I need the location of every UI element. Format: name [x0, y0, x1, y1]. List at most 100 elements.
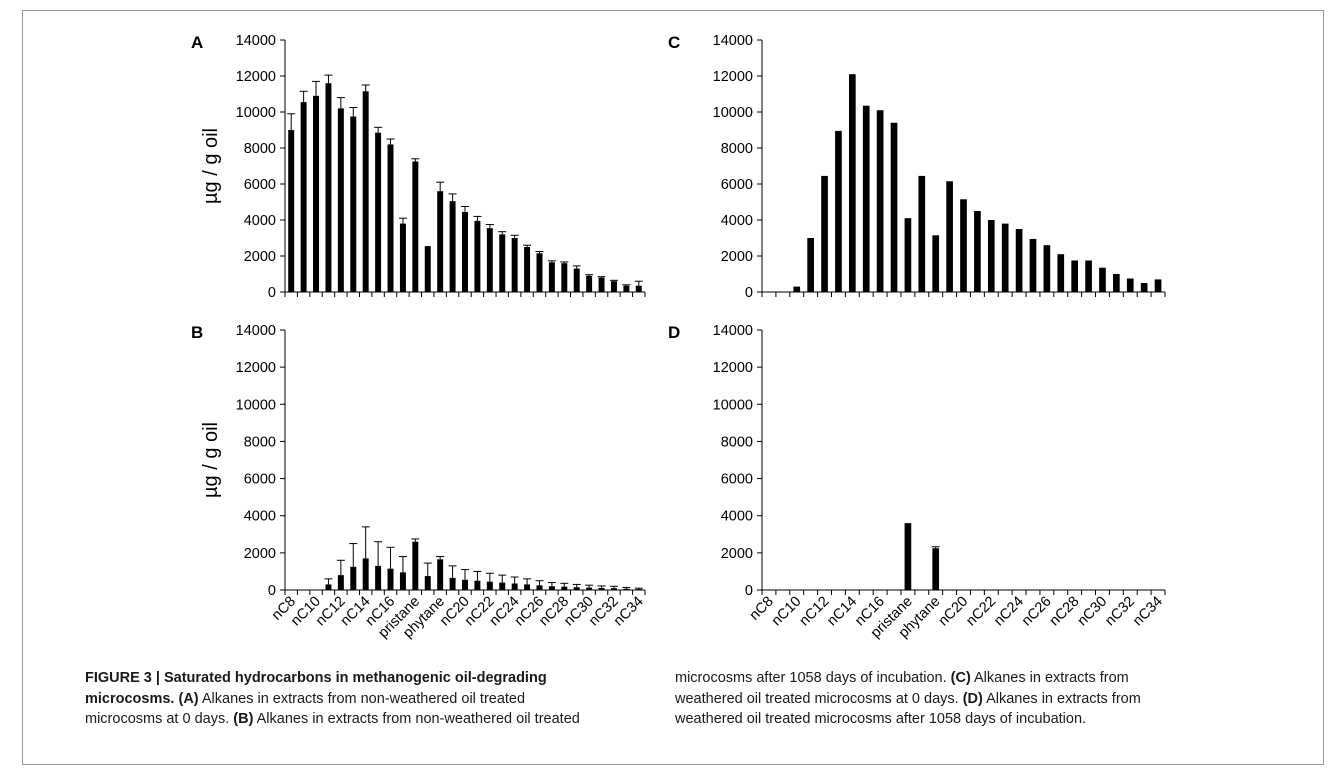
- y-tick-label: 4000: [721, 213, 753, 229]
- bar: [350, 566, 357, 590]
- bar: [499, 582, 506, 590]
- y-tick-label: 14000: [236, 33, 276, 49]
- bar: [918, 175, 926, 292]
- bar: [573, 587, 580, 590]
- bar: [987, 220, 995, 292]
- bar: [449, 201, 456, 292]
- bar: [1057, 254, 1065, 292]
- bar: [1154, 279, 1162, 292]
- y-tick-label: 8000: [244, 434, 276, 450]
- bar: [449, 577, 456, 590]
- bar: [536, 585, 543, 590]
- bar: [1015, 229, 1023, 292]
- bar: [362, 558, 369, 590]
- y-tick-label: 4000: [244, 509, 276, 525]
- y-tick-label: 2000: [721, 546, 753, 562]
- y-tick-label: 2000: [244, 546, 276, 562]
- caption-text-b-cont: microcosms after 1058 days of incubation…: [675, 670, 951, 686]
- bar: [904, 523, 912, 590]
- bar: [474, 220, 481, 292]
- bar: [1043, 245, 1051, 292]
- bar: [848, 74, 856, 292]
- bar: [960, 199, 967, 292]
- y-tick-label: 14000: [713, 323, 753, 339]
- bar: [623, 285, 630, 292]
- bar: [548, 586, 555, 590]
- x-tick-label: nC20: [935, 594, 971, 630]
- bar: [974, 211, 981, 292]
- bar: [313, 95, 320, 292]
- bar: [890, 122, 898, 292]
- x-tick-label: nC34: [1130, 594, 1166, 630]
- x-tick-label: nC28: [1047, 594, 1083, 630]
- x-tick-label: nC26: [1019, 594, 1055, 630]
- bar: [598, 277, 605, 292]
- bar: [807, 238, 814, 292]
- bar: [1099, 267, 1106, 292]
- bar: [946, 181, 953, 292]
- bar: [876, 110, 884, 292]
- bar: [387, 144, 394, 292]
- bar: [524, 584, 531, 590]
- bar: [1113, 274, 1120, 292]
- bar: [573, 268, 580, 292]
- y-tick-label: 12000: [713, 360, 753, 376]
- x-tick-label: nC32: [1102, 594, 1138, 630]
- x-tick-label: nC14: [824, 594, 860, 630]
- bar: [635, 589, 642, 590]
- bar: [821, 175, 828, 292]
- bar: [288, 130, 295, 292]
- bar: [424, 246, 431, 292]
- y-tick-label: 6000: [721, 472, 753, 488]
- caption-text-d: Alkanes in extracts from weathered oil t…: [675, 690, 1141, 728]
- bar: [524, 247, 531, 292]
- y-tick-label: 2000: [244, 249, 276, 265]
- bar: [337, 575, 344, 590]
- y-tick-label: 10000: [713, 105, 753, 121]
- bar: [586, 587, 593, 590]
- bar: [511, 238, 518, 292]
- bar: [610, 588, 617, 590]
- y-tick-label: 6000: [244, 177, 276, 193]
- y-tick-label: 8000: [244, 141, 276, 157]
- y-tick-label: 4000: [244, 213, 276, 229]
- y-tick-label: 0: [268, 285, 276, 301]
- caption-left-column: FIGURE 3 | Saturated hydrocarbons in met…: [85, 668, 605, 730]
- caption-text-a: Alkanes in extracts from non-weathered o…: [85, 690, 526, 728]
- bar: [793, 286, 801, 292]
- x-tick-label: nC22: [963, 594, 999, 630]
- bar: [424, 576, 431, 590]
- bar: [325, 83, 332, 292]
- bar: [412, 161, 419, 292]
- bar: [932, 548, 940, 590]
- caption-text-b: Alkanes in extracts from non-weathered o…: [253, 711, 580, 727]
- x-tick-label: nC10: [769, 594, 805, 630]
- chart-panel-a: A 0 2000 4000 6000 8000 10000 12000 14000 µg / g …: [191, 33, 646, 301]
- y-tick-label: 2000: [721, 249, 753, 265]
- bar: [511, 583, 518, 590]
- y-tick-label: 6000: [721, 177, 753, 193]
- bar: [548, 262, 555, 292]
- caption-right-column: microcosms after 1058 days of incubation…: [675, 668, 1195, 730]
- bar: [399, 223, 406, 292]
- figure-charts: A 0 2000 4000 6000 8000 10000 12000 14000 µg / g …: [191, 33, 1166, 641]
- panel-label: C: [668, 33, 680, 52]
- y-tick-label: 10000: [236, 397, 276, 413]
- bar: [387, 568, 394, 590]
- bar: [437, 191, 444, 292]
- bar: [1140, 283, 1148, 292]
- bar: [610, 281, 617, 292]
- x-tick-label: nC34: [611, 594, 647, 630]
- y-tick-label: 0: [745, 583, 753, 599]
- bar: [375, 132, 382, 292]
- bar: [462, 211, 468, 292]
- bar: [474, 580, 481, 590]
- bar: [1001, 223, 1009, 292]
- caption-label-a: (A): [178, 690, 199, 707]
- bar: [586, 275, 593, 292]
- y-tick-label: 0: [268, 583, 276, 599]
- bar: [325, 584, 332, 590]
- bar: [412, 541, 419, 590]
- chart-panel-b: B 0 2000 4000 6000 8000 10000 12000 14000 µg / g …: [191, 323, 647, 641]
- y-tick-label: 14000: [236, 323, 276, 339]
